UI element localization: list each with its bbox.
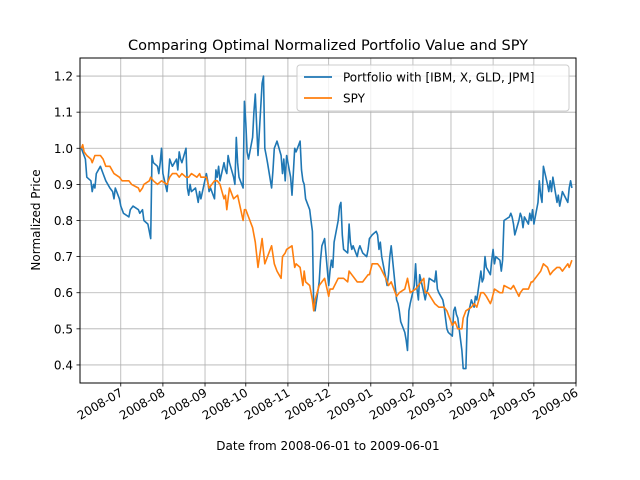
chart-title: Comparing Optimal Normalized Portfolio V… bbox=[128, 38, 528, 54]
legend-label: SPY bbox=[343, 92, 366, 106]
series-line-portfolio bbox=[80, 75, 573, 370]
y-tick-label: 0.6 bbox=[54, 286, 73, 300]
y-tick-label: 1.0 bbox=[54, 142, 73, 156]
grid-lines bbox=[80, 58, 577, 383]
plot-frame bbox=[79, 57, 577, 384]
series-line-spy bbox=[80, 143, 573, 330]
legend: Portfolio with [IBM, X, GLD, JPM] SPY bbox=[296, 64, 570, 112]
x-axis-label: Date from 2008-06-01 to 2009-06-01 bbox=[216, 439, 439, 453]
y-tick-label: 0.8 bbox=[54, 214, 73, 228]
y-tick-label: 1.1 bbox=[54, 106, 73, 120]
y-tick-label: 0.5 bbox=[54, 322, 73, 336]
legend-label: Portfolio with [IBM, X, GLD, JPM] bbox=[343, 71, 534, 85]
data-series bbox=[80, 75, 573, 370]
y-axis-label: Normalized Price bbox=[29, 169, 43, 270]
y-tick-label: 0.7 bbox=[54, 250, 73, 264]
y-tick-label: 1.2 bbox=[54, 70, 73, 84]
y-tick-label: 0.9 bbox=[54, 178, 73, 192]
y-tick-label: 0.4 bbox=[54, 358, 73, 372]
legend-box bbox=[296, 64, 570, 112]
